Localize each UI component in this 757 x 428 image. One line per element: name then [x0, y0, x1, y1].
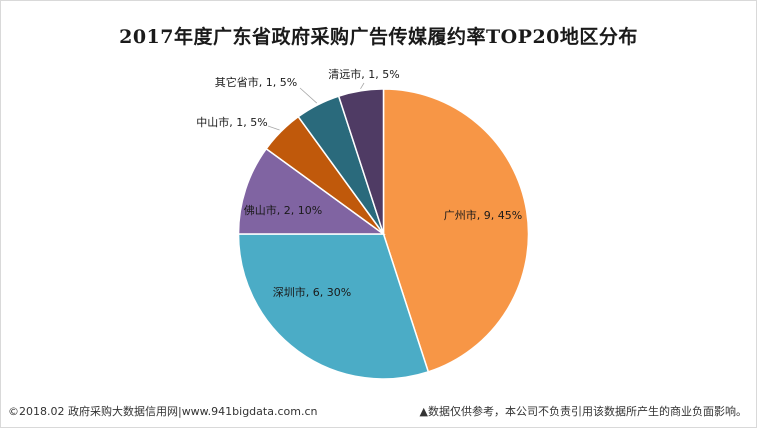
pie-slices [237, 88, 530, 380]
pie-label-3: 佛山市, 2, 10% [244, 203, 322, 217]
pie-label-5: 其它省市, 1, 5% [215, 75, 297, 89]
footer-disclaimer: ▲数据仅供参考，本公司不负责引用该数据所产生的商业负面影响。 [419, 405, 747, 418]
footer-copyright: ©2018.02 政府采购大数据信用网|www.941bigdata.com.c… [8, 405, 318, 418]
chart-title: 2017年度广东省政府采购广告传媒履约率TOP20地区分布 [119, 26, 638, 48]
pie-labels: 广州市, 9, 45% 深圳市, 6, 30% 佛山市, 2, 10% 中山市, 1,… [196, 67, 522, 299]
leader-line-4 [267, 125, 280, 131]
pie-slice-2 [237, 233, 430, 380]
pie-label-4: 中山市, 1, 5% [196, 115, 267, 129]
pie-slice-1 [382, 88, 530, 373]
pie-label-2: 深圳市, 6, 30% [273, 285, 351, 299]
leader-line-6 [360, 82, 365, 90]
leader-line-5 [299, 87, 318, 104]
leader-lines [267, 82, 365, 131]
pie-slice-6 [337, 88, 385, 235]
pie-slice-3 [237, 147, 386, 235]
pie-label-6: 清远市, 1, 5% [328, 67, 399, 81]
pie-label-1: 广州市, 9, 45% [444, 208, 522, 222]
